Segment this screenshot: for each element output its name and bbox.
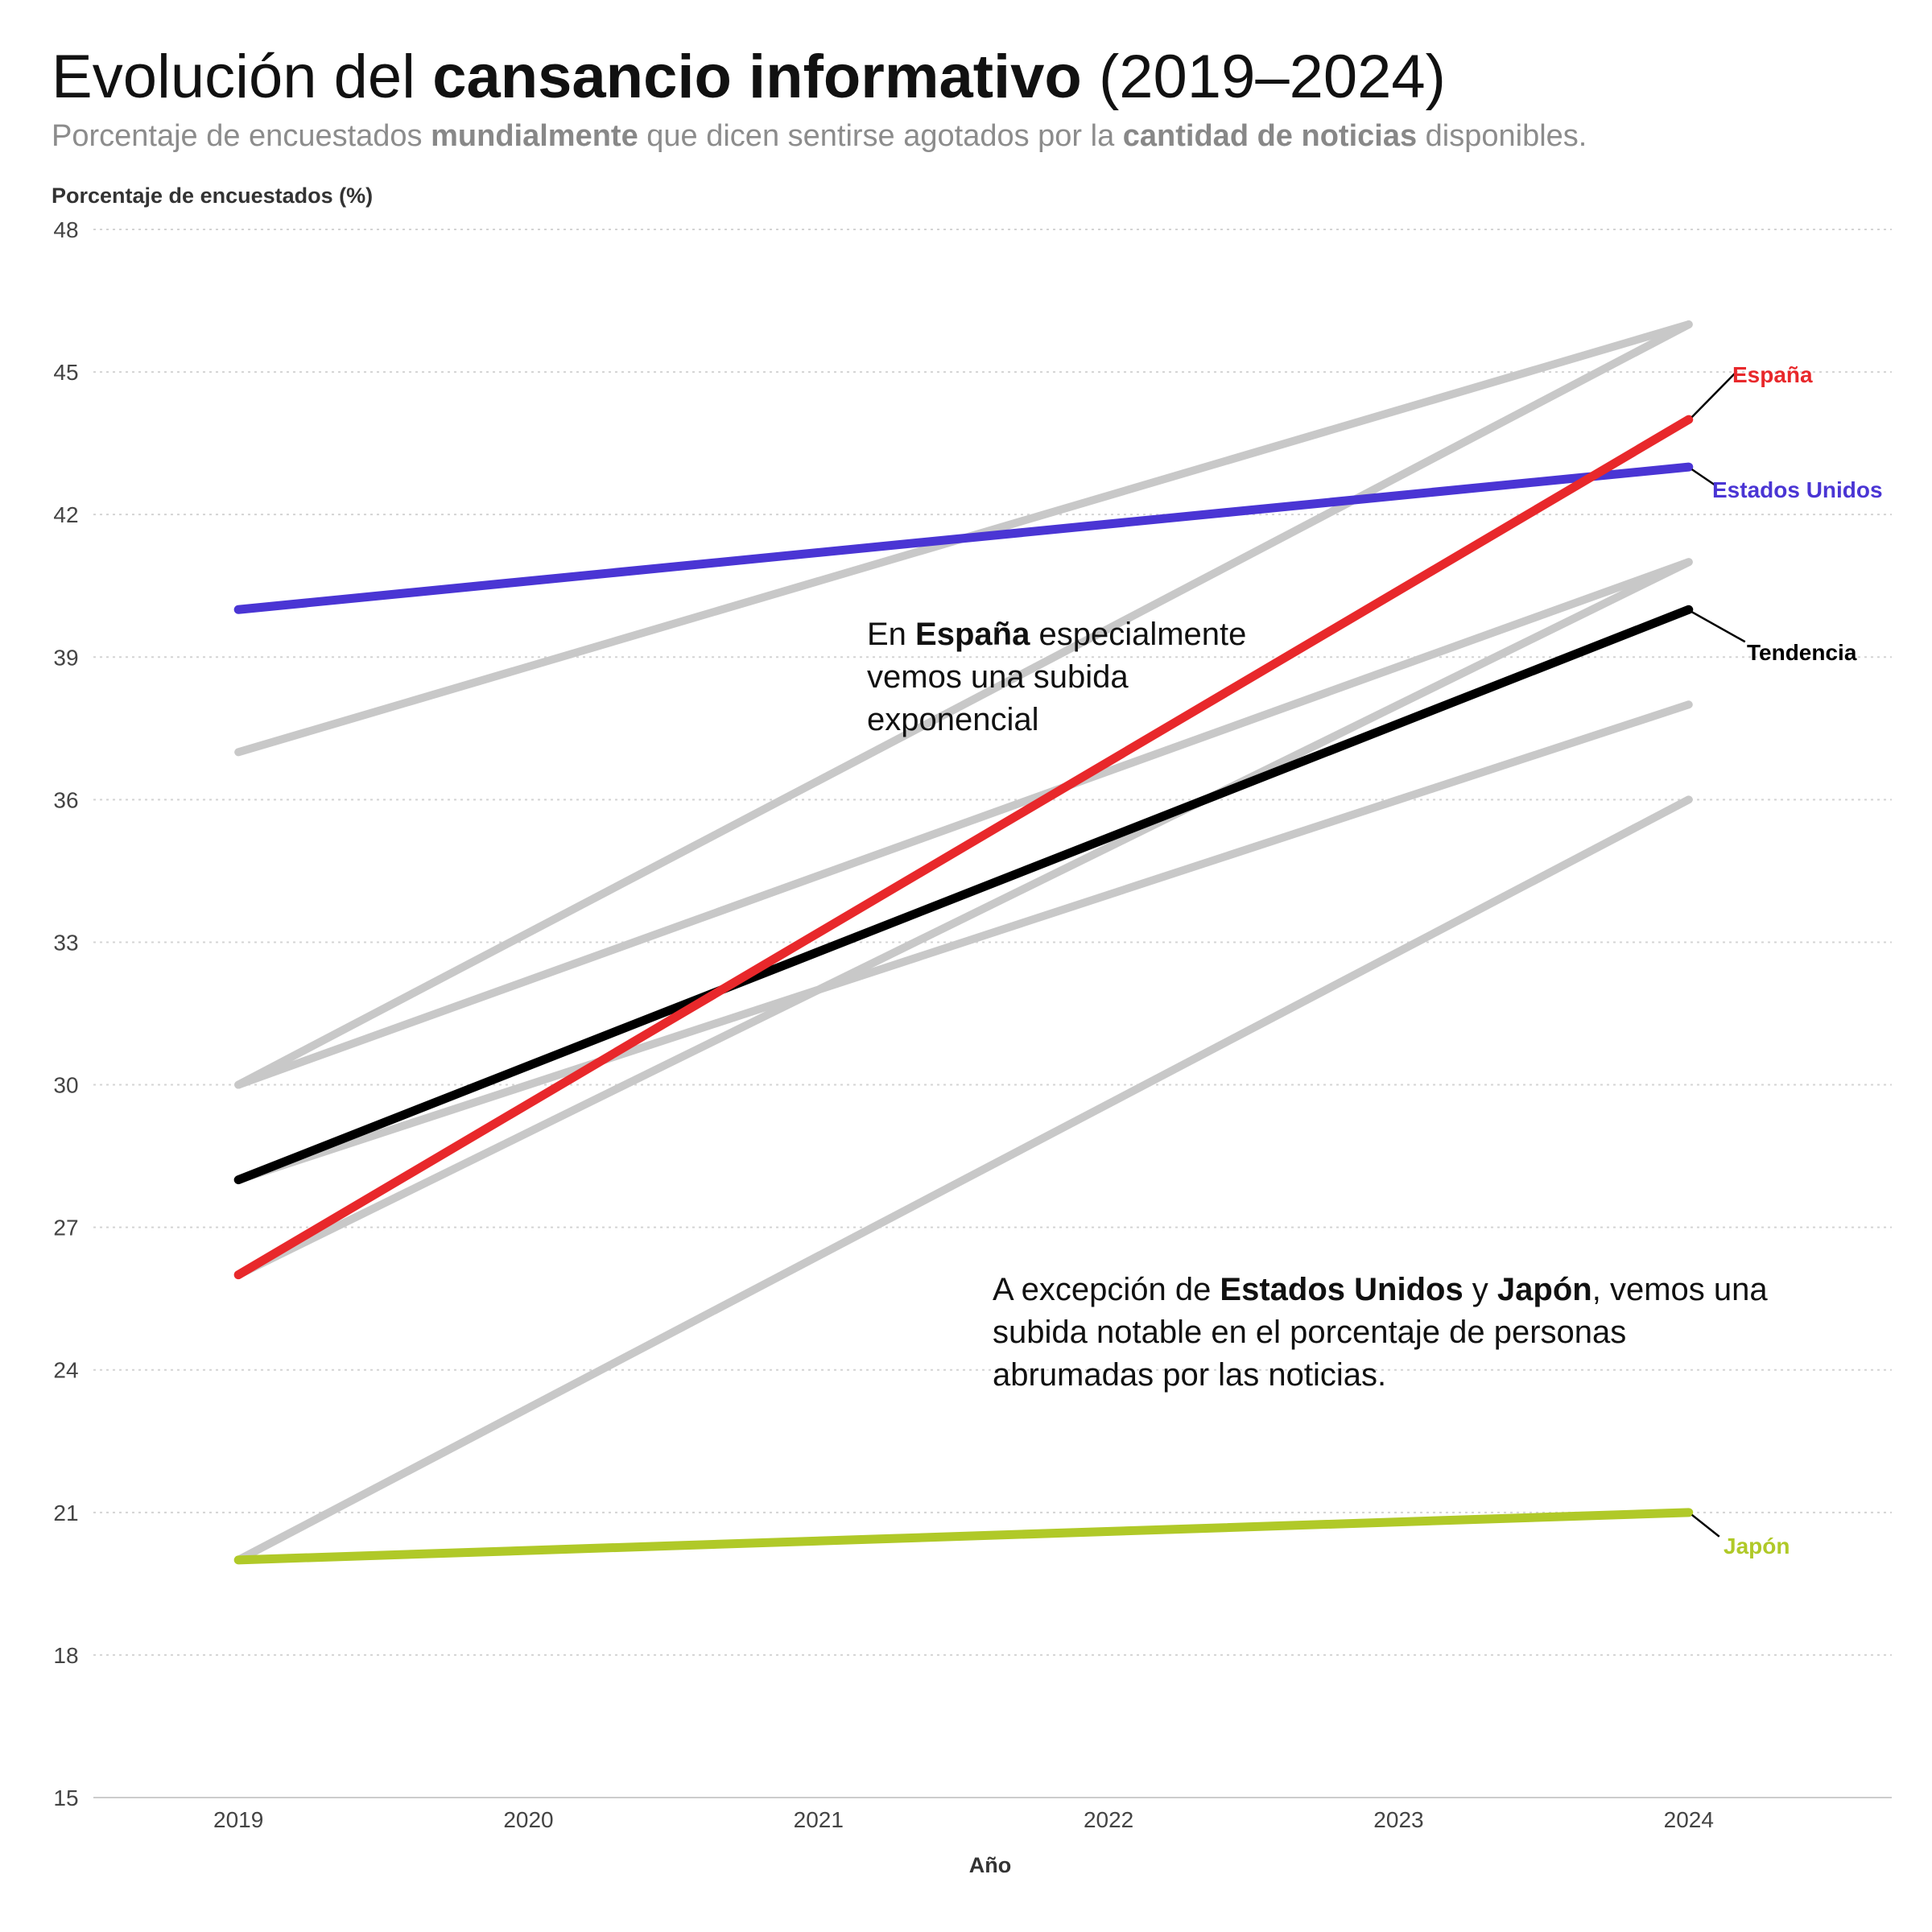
- x-tick-label: 2022: [1084, 1807, 1133, 1832]
- annotation-bold: Estados Unidos: [1220, 1272, 1463, 1307]
- title-part-end: (2019–2024): [1081, 43, 1446, 111]
- series-label-tendencia: Tendencia: [1747, 640, 1857, 665]
- background-series-line: [234, 558, 1693, 1279]
- label-leader-line: [1691, 469, 1715, 486]
- y-tick-label: 24: [53, 1358, 78, 1383]
- y-tick-label: 33: [53, 930, 78, 955]
- series-line-españa: [233, 415, 1694, 1280]
- annotation-text: especialmente: [1030, 617, 1247, 652]
- subtitle-part: Porcentaje de encuestados: [52, 119, 431, 153]
- background-series-line: [234, 320, 1693, 1089]
- background-series-line: [234, 795, 1693, 1564]
- subtitle-part: disponibles.: [1417, 119, 1587, 153]
- annotation-bold: Japón: [1496, 1272, 1592, 1307]
- label-leader-line: [1690, 1513, 1720, 1538]
- annotation-bold: España: [915, 617, 1030, 652]
- chart-subtitle: Porcentaje de encuestados mundialmente q…: [52, 119, 1587, 154]
- y-tick-label: 21: [53, 1501, 78, 1525]
- x-tick-label: 2020: [503, 1807, 553, 1832]
- y-tick-label: 39: [53, 645, 78, 670]
- x-tick-label: 2019: [213, 1807, 263, 1832]
- y-axis-ticks: 15 18 21 24 27 30 33 36 39 42 45 48: [53, 217, 78, 1810]
- title-bold-part: cansancio informativo: [432, 43, 1082, 111]
- background-series-line: [234, 700, 1693, 1184]
- annotation-text: En: [867, 617, 916, 652]
- y-axis-title: Porcentaje de encuestados (%): [52, 184, 373, 208]
- highlighted-series: [233, 415, 1694, 1565]
- background-series: [234, 320, 1693, 1564]
- annotation-spain-line2: vemos una subida: [867, 659, 1129, 695]
- x-tick-label: 2023: [1373, 1807, 1423, 1832]
- x-tick-label: 2024: [1664, 1807, 1714, 1832]
- subtitle-bold-part: mundialmente: [431, 119, 638, 153]
- subtitle-part: que dicen sentirse agotados por la: [638, 119, 1123, 153]
- annotation-spain-line1: En España especialmente: [867, 613, 1246, 656]
- annotation-excepcion-line2: subida notable en el porcentaje de perso…: [993, 1315, 1627, 1350]
- grid-lines: [93, 229, 1892, 1798]
- y-tick-label: 15: [53, 1785, 78, 1810]
- series-line-japón: [233, 1508, 1694, 1565]
- y-tick-label: 36: [53, 787, 78, 812]
- annotation-spain-line3: exponencial: [867, 702, 1039, 737]
- x-axis-ticks: 2019 2020 2021 2022 2023 2024: [213, 1807, 1714, 1832]
- annotation-excepcion-line1: A excepción de Estados Unidos y Japón, v…: [993, 1269, 1768, 1311]
- y-tick-label: 48: [53, 217, 78, 242]
- y-tick-label: 42: [53, 502, 78, 527]
- annotation-spain: En España especialmente vemos una subida…: [867, 613, 1246, 741]
- y-tick-label: 45: [53, 360, 78, 385]
- label-leader-line: [1690, 372, 1736, 418]
- x-axis-title: Año: [969, 1853, 1011, 1877]
- label-leader-line: [1691, 611, 1746, 643]
- subtitle-bold-part: cantidad de noticias: [1122, 119, 1418, 153]
- series-label-japón: Japón: [1724, 1534, 1790, 1558]
- annotation-excepcion: A excepción de Estados Unidos y Japón, v…: [993, 1269, 1768, 1397]
- y-tick-label: 27: [53, 1216, 78, 1241]
- series-end-labels: España Estados Unidos Tendencia Japón: [1690, 362, 1883, 1558]
- background-series-line: [234, 558, 1693, 1089]
- series-line-estados-unidos: [233, 462, 1694, 614]
- annotation-text: A excepción de: [993, 1272, 1220, 1307]
- title-part: Evolución del: [52, 43, 433, 111]
- annotation-excepcion-line3: abrumadas por las noticias.: [993, 1357, 1387, 1393]
- annotation-text: , vemos una: [1591, 1272, 1768, 1307]
- y-tick-label: 30: [53, 1073, 78, 1098]
- y-tick-label: 18: [53, 1643, 78, 1668]
- series-line-tendencia: [233, 605, 1694, 1185]
- x-tick-label: 2021: [794, 1807, 844, 1832]
- series-label-estados-unidos: Estados Unidos: [1712, 477, 1883, 502]
- chart-title: Evolución del cansancio informativo (201…: [52, 42, 1446, 112]
- series-label-españa: España: [1732, 362, 1813, 387]
- annotation-text: y: [1463, 1272, 1497, 1307]
